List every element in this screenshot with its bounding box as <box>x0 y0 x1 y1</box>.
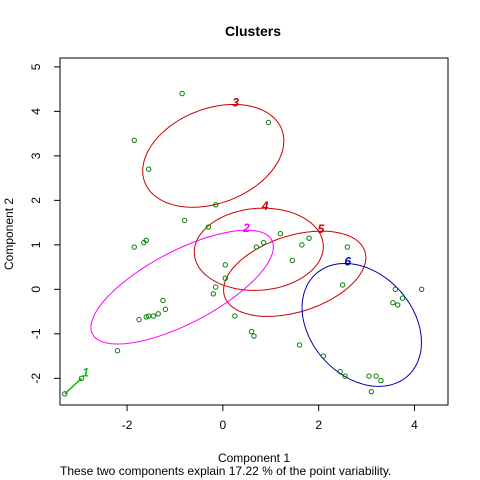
data-point <box>212 284 219 290</box>
data-point <box>277 231 284 237</box>
chart-subtitle: These two components explain 17.22 % of … <box>60 464 391 478</box>
data-point <box>62 391 68 397</box>
cluster-3-label: 3 <box>232 96 239 110</box>
y-tick-label: 3 <box>29 152 43 159</box>
data-point <box>366 373 372 379</box>
y-tick-label: -1 <box>29 328 43 339</box>
cluster-1-label: 1 <box>82 365 89 379</box>
cluster-ellipses: 1 2 3 4 5 6 <box>64 96 422 395</box>
chart-title: Clusters <box>225 23 281 39</box>
x-tick-label: -2 <box>122 418 133 432</box>
data-point <box>265 119 272 126</box>
cluster-2-label: 2 <box>242 221 250 235</box>
data-point <box>145 166 152 172</box>
data-point <box>337 368 343 375</box>
cluster-6-label: 6 <box>344 255 351 269</box>
data-point <box>131 137 137 144</box>
data-point <box>378 377 384 384</box>
data-point <box>155 311 161 317</box>
data-point <box>150 313 157 319</box>
y-tick-label: 5 <box>29 63 43 70</box>
data-point <box>136 316 142 323</box>
cluster-4-label: 4 <box>261 199 269 213</box>
y-axis-label: Component 2 <box>2 198 16 270</box>
data-point <box>222 262 228 268</box>
x-tick-label: 0 <box>220 418 227 432</box>
x-tick-label: 4 <box>411 418 418 432</box>
x-tick-label: 2 <box>315 418 322 432</box>
y-tick-label: 0 <box>29 286 43 293</box>
data-point <box>320 353 327 359</box>
plot-frame <box>59 57 449 406</box>
data-point <box>260 239 267 246</box>
data-point <box>248 328 255 335</box>
data-point <box>344 244 351 250</box>
cluster-6-ellipse <box>301 263 422 387</box>
data-point <box>212 202 219 208</box>
data-point <box>392 286 399 293</box>
data-point <box>232 313 238 319</box>
data-point <box>342 373 348 379</box>
y-tick-label: 2 <box>29 197 43 204</box>
data-point <box>78 375 85 382</box>
y-tick-label: -2 <box>29 373 43 384</box>
data-point <box>253 244 260 250</box>
data-point <box>222 275 228 281</box>
data-point <box>296 342 303 348</box>
data-point <box>162 306 169 313</box>
data-points <box>62 90 425 397</box>
data-point <box>251 333 257 339</box>
data-point <box>143 314 149 320</box>
data-point <box>418 286 425 293</box>
cluster-2-ellipse <box>90 229 274 345</box>
data-point <box>399 295 406 301</box>
data-point <box>339 282 346 288</box>
data-point <box>145 313 152 319</box>
data-point <box>289 257 296 264</box>
cluster-4-ellipse <box>193 207 324 291</box>
data-point <box>373 373 379 379</box>
data-point <box>299 242 305 248</box>
data-point <box>181 217 188 224</box>
y-tick-label: 1 <box>29 241 43 248</box>
data-point <box>210 291 216 297</box>
data-point <box>368 388 375 395</box>
data-point <box>114 348 121 354</box>
x-axis-label: Component 1 <box>218 451 290 465</box>
data-point <box>131 244 137 250</box>
data-point <box>143 237 149 244</box>
data-point <box>395 302 401 308</box>
data-point <box>179 90 185 97</box>
cluster-3-ellipse <box>142 104 285 208</box>
y-tick-label: 4 <box>29 108 43 115</box>
data-point <box>390 299 396 306</box>
data-point <box>306 235 312 241</box>
cluster-5-ellipse <box>223 230 367 317</box>
cluster-1-segment <box>64 377 83 395</box>
cluster-5-label: 5 <box>318 222 325 236</box>
data-point <box>205 224 212 230</box>
data-point <box>160 297 166 304</box>
